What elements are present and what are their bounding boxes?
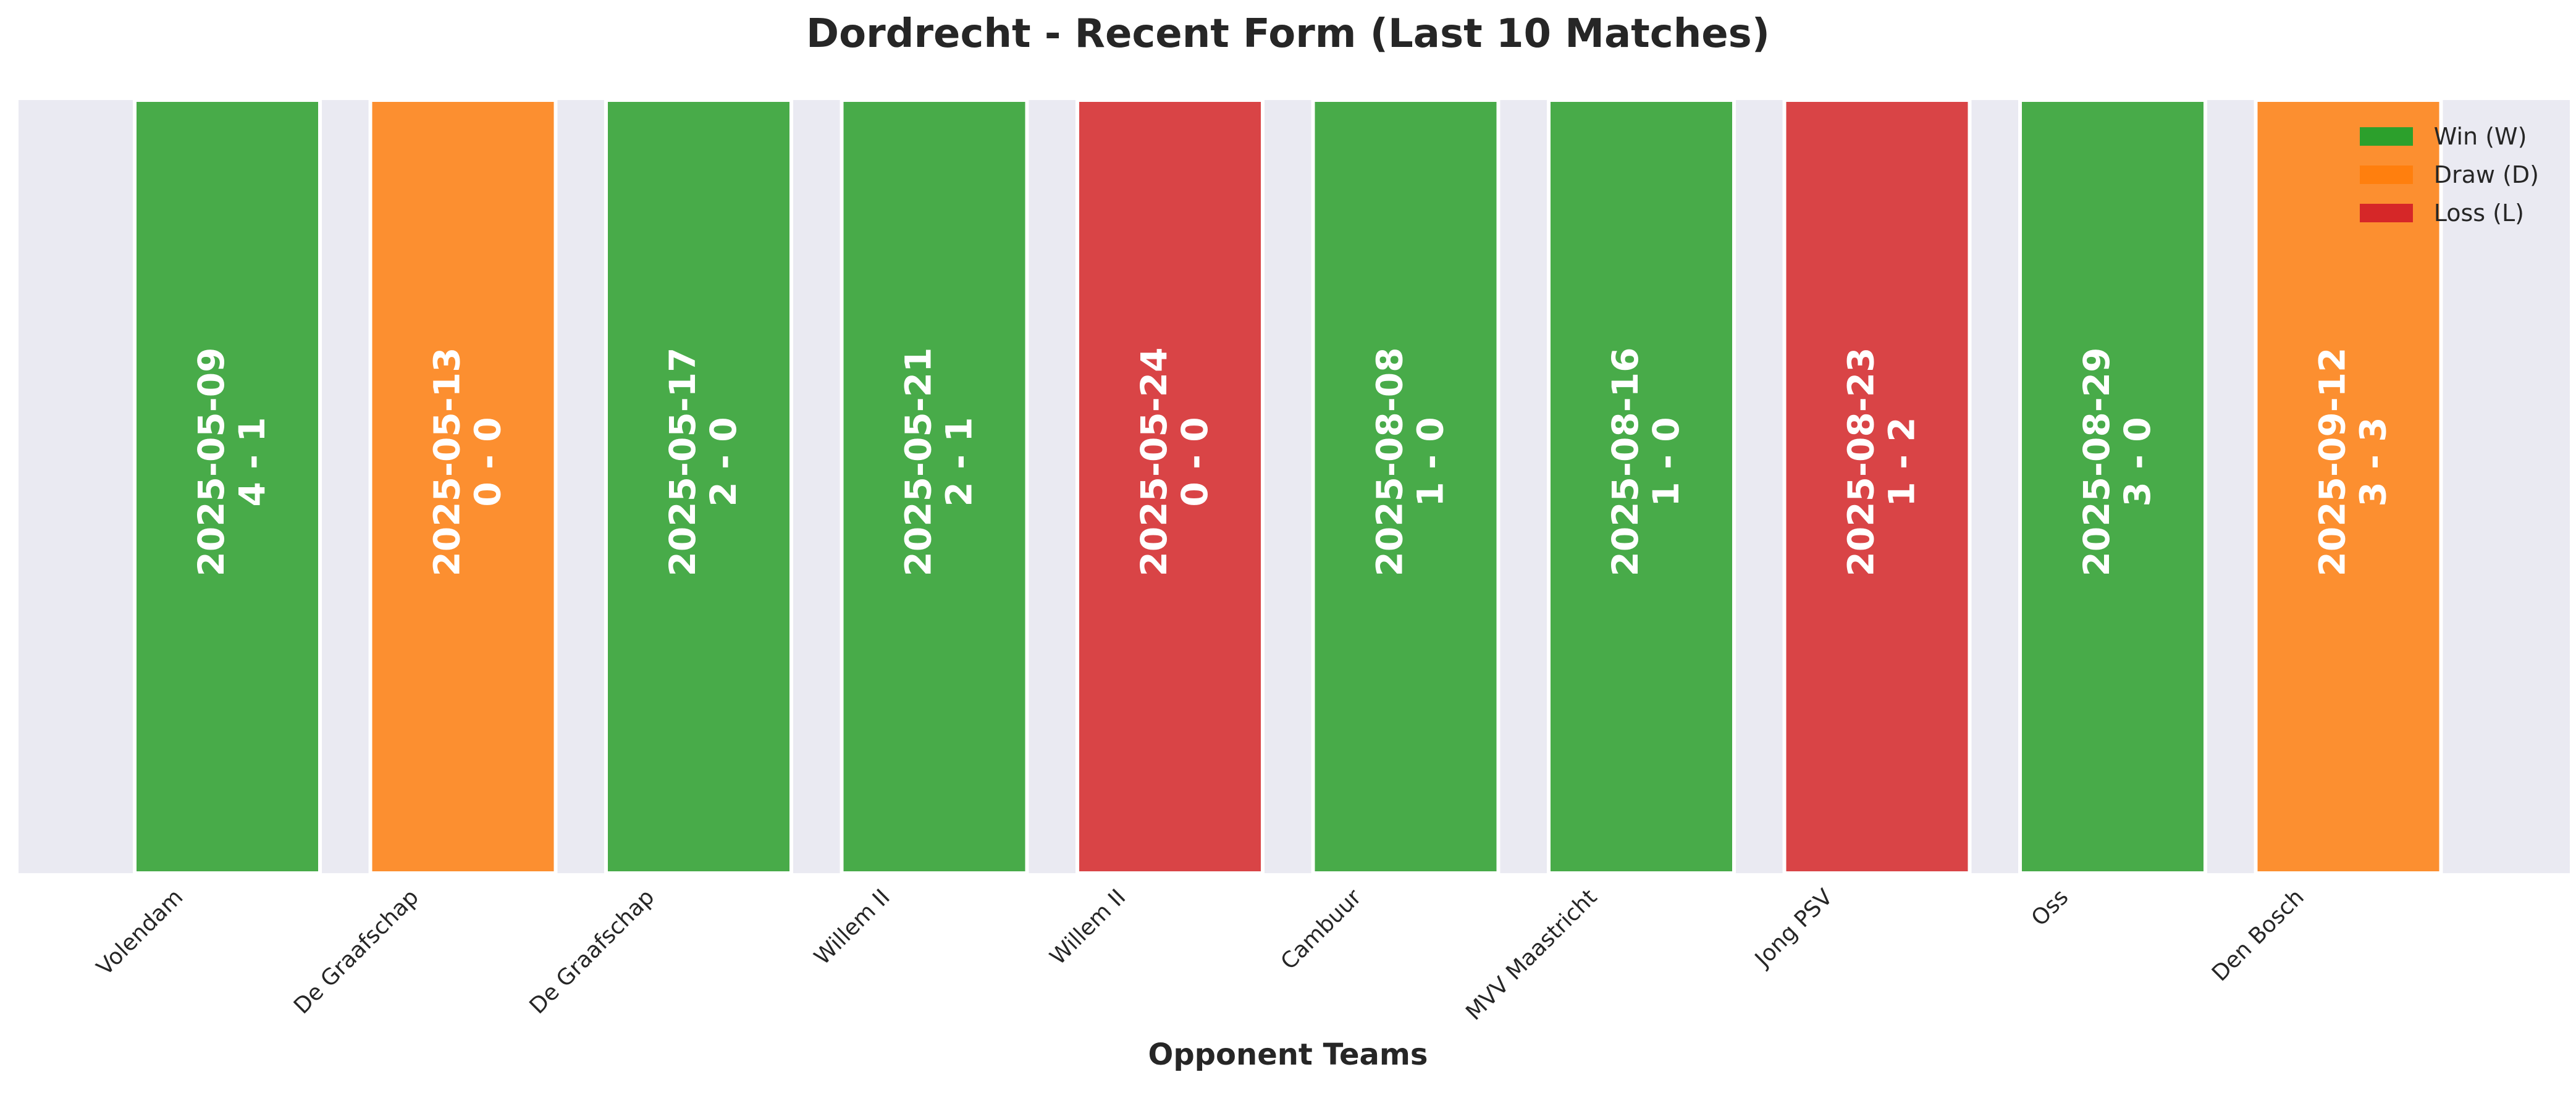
x-tick-label-5: Willem II [1045,884,1130,969]
bar-label-score: 1 - 2 [1881,417,1923,506]
legend-label-win: Win (W) [2433,123,2527,150]
bar-6 [1311,98,1501,875]
bar-label-9: 2025-08-293 - 0 [2076,348,2158,577]
bar-label-5: 2025-05-240 - 0 [1133,348,1216,577]
bar-label-score: 2 - 0 [702,417,744,506]
x-tick-label-1: Volendam [92,884,188,980]
bar-label-date: 2025-08-23 [1840,348,1882,577]
bar-label-date: 2025-05-21 [898,348,940,577]
x-axis-label: Opponent Teams [1148,1037,1428,1072]
bar-label-2: 2025-05-130 - 0 [426,348,509,577]
legend-label-loss: Loss (L) [2433,199,2524,227]
bar-5 [1075,98,1265,875]
legend-swatch-loss [2359,204,2413,222]
legend-item-loss: Loss (L) [2359,194,2539,232]
bars-group [133,98,2443,875]
bar-label-score: 1 - 0 [1645,417,1687,506]
bar-label-10: 2025-09-123 - 3 [2312,348,2394,577]
bar-label-date: 2025-05-13 [426,348,468,577]
x-tick-label-7: MVV Maastricht [1461,884,1602,1025]
chart-title: Dordrecht - Recent Form (Last 10 Matches… [806,11,1770,57]
bar-label-4: 2025-05-212 - 1 [898,348,980,577]
bar-3 [604,98,793,875]
legend-swatch-draw [2359,165,2413,184]
legend: Win (W) Draw (D) Loss (L) [2359,117,2539,232]
bar-1 [133,98,322,875]
bar-label-8: 2025-08-231 - 2 [1840,348,1923,577]
bar-label-date: 2025-08-16 [1604,348,1646,577]
bar-7 [1547,98,1736,875]
bar-4 [840,98,1029,875]
bar-10 [2254,98,2443,875]
x-tick-label-2: De Graafschap [289,884,424,1019]
x-tick-label-9: Oss [2027,884,2074,931]
bar-label-3: 2025-05-172 - 0 [662,348,744,577]
legend-item-draw: Draw (D) [2359,156,2539,194]
bar-label-6: 2025-08-081 - 0 [1369,348,1452,577]
legend-label-draw: Draw (D) [2433,161,2539,188]
bar-label-score: 3 - 0 [2116,417,2158,506]
bar-labels-group: 2025-05-094 - 1 2025-05-130 - 0 2025-05-17… [190,348,2394,577]
legend-swatch-win [2359,127,2413,146]
x-tick-labels-group: Volendam De Graafschap De Graafschap Willem… [92,884,2309,1025]
x-tick-label-4: Willem II [809,884,894,969]
x-tick-label-6: Cambuur [1276,884,1366,974]
bar-label-date: 2025-08-29 [2076,348,2118,577]
bar-label-score: 2 - 1 [938,417,980,506]
bar-label-score: 0 - 0 [467,417,509,506]
bar-label-score: 4 - 1 [231,417,273,506]
x-tick-label-10: Den Bosch [2207,884,2309,986]
bar-9 [2018,98,2207,875]
bar-label-date: 2025-05-24 [1133,348,1175,577]
bar-label-7: 2025-08-161 - 0 [1604,348,1687,577]
legend-item-win: Win (W) [2359,117,2539,156]
bar-label-score: 3 - 3 [2352,417,2394,506]
bar-label-date: 2025-08-08 [1369,348,1411,577]
x-tick-label-8: Jong PSV [1749,884,1838,973]
bar-label-date: 2025-05-09 [190,348,232,577]
bar-label-score: 0 - 0 [1174,417,1216,506]
bar-label-date: 2025-05-17 [662,348,704,577]
bar-label-1: 2025-05-094 - 1 [190,348,273,577]
bar-2 [368,98,558,875]
bar-8 [1782,98,1972,875]
bar-label-date: 2025-09-12 [2312,348,2354,577]
bar-label-score: 1 - 0 [1410,417,1452,506]
x-tick-label-3: De Graafschap [525,884,660,1019]
